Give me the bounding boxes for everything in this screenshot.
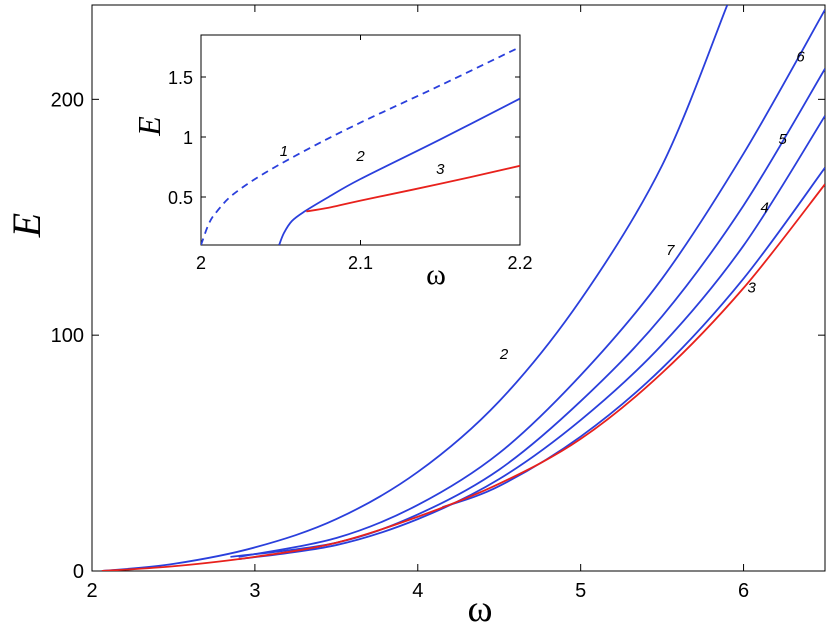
inset-series-3-line [306, 164, 520, 213]
main-series-2-label: 2 [499, 346, 509, 363]
inset-series-2-line [278, 97, 520, 245]
inset-series [201, 46, 520, 245]
main-curve-labels: 2 7 6 5 4 3 [499, 49, 805, 363]
main-series-3-line [101, 183, 825, 571]
main-series-7-line [238, 9, 825, 558]
main-x-tick-label: 5 [575, 580, 586, 602]
inset-series-2-label: 2 [355, 148, 365, 165]
main-series-4-label: 4 [761, 200, 769, 217]
main-y-axis-label: E [4, 213, 49, 238]
main-chart: 2 3 4 5 6 0 100 200 2 7 6 5 4 3 ω E [4, 4, 826, 630]
main-x-axis-label: ω [467, 588, 492, 630]
main-plot-frame [91, 4, 826, 572]
main-series-4-line [441, 167, 825, 509]
inset-curve-labels: 1 2 3 [280, 143, 445, 178]
inset-series-3-label: 3 [436, 161, 445, 178]
main-series-6-label: 6 [796, 49, 805, 66]
inset-x-tick-label: 2.2 [507, 253, 532, 273]
inset-series-1-label: 1 [280, 143, 288, 160]
inset-ticks: 2 2.1 2.2 0.5 1 1.5 [168, 35, 533, 273]
main-x-tick-label: 3 [249, 580, 260, 602]
main-y-tick-label: 100 [51, 325, 84, 347]
main-x-tick-label: 4 [412, 580, 423, 602]
main-series [101, 5, 825, 571]
main-x-tick-label: 2 [86, 580, 97, 602]
inset-series-1-line [201, 46, 520, 245]
main-x-tick-label: 6 [738, 580, 749, 602]
inset-y-tick-label: 1.5 [168, 68, 193, 88]
inset-x-tick-label: 2.1 [348, 253, 373, 273]
main-series-3-label: 3 [748, 280, 757, 297]
main-ticks: 2 3 4 5 6 0 100 200 [51, 5, 825, 602]
inset-chart: 2 2.1 2.2 0.5 1 1.5 1 2 3 ω E [131, 34, 533, 291]
main-y-tick-label: 200 [51, 89, 84, 111]
main-series-7-label: 7 [666, 242, 675, 259]
main-series-2-line [101, 5, 729, 571]
inset-background [201, 35, 520, 245]
inset-x-axis-label: ω [426, 258, 446, 291]
inset-y-axis-label: E [131, 116, 167, 137]
main-y-tick-label: 0 [73, 561, 84, 583]
inset-y-tick-label: 0.5 [168, 188, 193, 208]
main-series-5-label: 5 [778, 131, 787, 148]
inset-x-tick-label: 2 [196, 253, 206, 273]
main-series-5-line [238, 115, 825, 561]
inset-y-tick-label: 1 [183, 128, 193, 148]
